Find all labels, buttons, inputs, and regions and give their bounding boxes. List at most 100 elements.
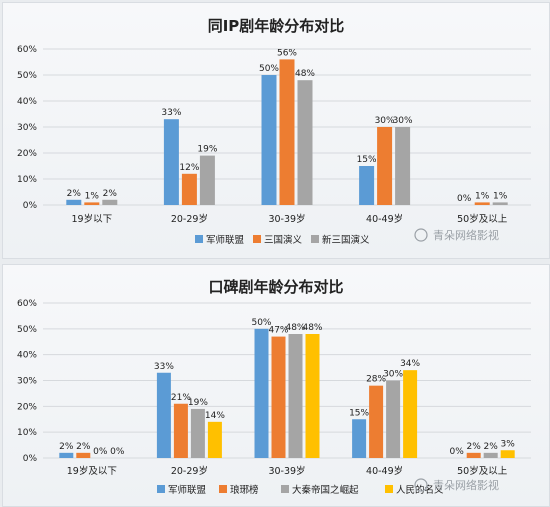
bar xyxy=(492,202,508,205)
legend-entry: 三国演义 xyxy=(264,234,303,246)
legend-swatch xyxy=(253,235,261,243)
legend-swatch xyxy=(195,235,203,243)
legend-entry: 人民的名义 xyxy=(396,484,444,496)
bar xyxy=(395,127,411,205)
bar xyxy=(207,421,222,458)
data-label: 28% xyxy=(366,375,386,385)
x-tick-label: 50岁及以上 xyxy=(457,465,508,477)
data-label: 33% xyxy=(161,108,181,118)
legend-entry: 军师联盟 xyxy=(206,234,245,246)
bar xyxy=(173,403,188,458)
data-label: 34% xyxy=(400,359,420,369)
y-tick-label: 30% xyxy=(17,123,37,133)
x-tick-label: 50岁及以上 xyxy=(457,213,508,225)
data-label: 0% xyxy=(110,447,125,457)
y-tick-label: 20% xyxy=(17,149,37,159)
data-label: 47% xyxy=(268,326,288,336)
y-tick-label: 0% xyxy=(23,454,38,464)
data-label: 2% xyxy=(467,442,482,452)
legend-entry: 新三国演义 xyxy=(322,234,370,246)
data-label: 1% xyxy=(85,191,100,201)
bar xyxy=(483,452,498,458)
legend-entry: 军师联盟 xyxy=(168,484,207,496)
bar xyxy=(156,372,171,458)
y-tick-label: 10% xyxy=(17,175,37,185)
bar xyxy=(352,419,367,458)
data-label: 50% xyxy=(251,318,271,328)
bar xyxy=(190,408,205,458)
x-tick-label: 30-39岁 xyxy=(268,213,305,225)
legend-swatch xyxy=(219,485,227,493)
y-tick-label: 60% xyxy=(17,299,37,309)
y-tick-label: 50% xyxy=(17,325,37,335)
bar xyxy=(76,452,91,458)
data-label: 12% xyxy=(179,163,199,173)
data-label: 0% xyxy=(450,447,465,457)
y-tick-label: 30% xyxy=(17,377,37,387)
wechat-icon xyxy=(414,228,428,242)
legend-swatch xyxy=(281,485,289,493)
x-tick-label: 20-29岁 xyxy=(171,213,208,225)
legend-entry: 大秦帝国之崛起 xyxy=(292,484,359,496)
chart-panel-age-same-ip: 同IP剧年龄分布对比 0% 10% 20% 30% 40% 50% 60% 2% 1% 2% 19岁以… xyxy=(2,2,550,259)
chart-title: 同IP剧年龄分布对比 xyxy=(208,17,345,35)
data-label: 2% xyxy=(484,442,499,452)
bar xyxy=(102,199,118,205)
data-label: 0% xyxy=(457,194,472,204)
bar xyxy=(466,452,481,458)
x-tick-label: 19岁以下 xyxy=(72,213,113,225)
y-tick-label: 40% xyxy=(17,351,37,361)
data-label: 30% xyxy=(393,116,413,126)
legend-swatch xyxy=(157,485,165,493)
bar xyxy=(59,452,74,458)
x-tick-label: 40-49岁 xyxy=(366,465,403,477)
data-label: 21% xyxy=(171,393,191,403)
bar xyxy=(305,334,320,458)
x-tick-label: 30-39岁 xyxy=(268,465,305,477)
data-label: 2% xyxy=(59,442,74,452)
bar xyxy=(271,336,286,458)
y-tick-label: 0% xyxy=(23,201,38,211)
data-label: 0% xyxy=(93,447,108,457)
data-label: 14% xyxy=(205,411,225,421)
data-label: 30% xyxy=(375,116,395,126)
bar xyxy=(500,450,515,458)
watermark-text: 青朵网络影视 xyxy=(433,228,499,242)
y-tick-label: 40% xyxy=(17,97,37,107)
y-tick-label: 10% xyxy=(17,428,37,438)
bar xyxy=(369,385,384,458)
data-label: 48% xyxy=(302,323,322,333)
bar xyxy=(474,202,490,205)
data-label: 2% xyxy=(103,189,118,199)
bar xyxy=(386,380,401,458)
watermark-text: 青朵网络影视 xyxy=(433,478,499,492)
data-label: 1% xyxy=(475,191,490,201)
bar xyxy=(297,80,313,205)
bar xyxy=(279,59,295,206)
bar xyxy=(84,202,100,205)
legend-swatch xyxy=(385,485,393,493)
data-label: 3% xyxy=(501,439,516,449)
data-label: 48% xyxy=(295,69,315,79)
bar xyxy=(199,155,215,205)
chart-title: 口碑剧年龄分布对比 xyxy=(208,278,343,296)
bar xyxy=(181,173,197,205)
y-tick-label: 60% xyxy=(17,45,37,55)
wechat-icon xyxy=(414,478,428,492)
data-label: 50% xyxy=(259,64,279,74)
x-tick-label: 20-29岁 xyxy=(171,465,208,477)
bar xyxy=(288,334,303,458)
bar xyxy=(261,75,277,205)
data-label: 19% xyxy=(197,145,217,155)
chart-panel-age-reputation: 口碑剧年龄分布对比 0% 10% 20% 30% 40% 50% 60% 2% 2% 0% 0% 19岁… xyxy=(2,264,550,507)
y-tick-label: 50% xyxy=(17,71,37,81)
data-label: 48% xyxy=(285,323,305,333)
data-label: 15% xyxy=(357,155,377,165)
legend-swatch xyxy=(311,235,319,243)
data-label: 56% xyxy=(277,48,297,58)
bar xyxy=(359,166,375,205)
data-label: 15% xyxy=(349,408,369,418)
bar xyxy=(66,199,82,205)
